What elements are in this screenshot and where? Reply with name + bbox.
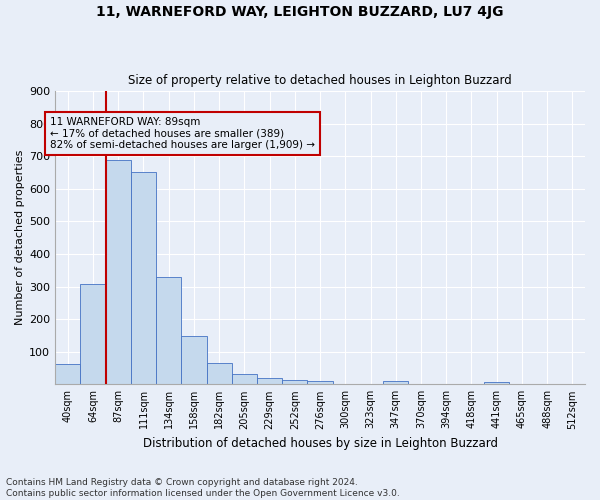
Y-axis label: Number of detached properties: Number of detached properties bbox=[15, 150, 25, 326]
Bar bbox=[55, 364, 80, 384]
Bar bbox=[131, 172, 156, 384]
Title: Size of property relative to detached houses in Leighton Buzzard: Size of property relative to detached ho… bbox=[128, 74, 512, 87]
Bar bbox=[484, 382, 509, 384]
Text: 11, WARNEFORD WAY, LEIGHTON BUZZARD, LU7 4JG: 11, WARNEFORD WAY, LEIGHTON BUZZARD, LU7… bbox=[96, 5, 504, 19]
Bar bbox=[232, 374, 257, 384]
Text: 11 WARNEFORD WAY: 89sqm
← 17% of detached houses are smaller (389)
82% of semi-d: 11 WARNEFORD WAY: 89sqm ← 17% of detache… bbox=[50, 117, 315, 150]
X-axis label: Distribution of detached houses by size in Leighton Buzzard: Distribution of detached houses by size … bbox=[143, 437, 497, 450]
Bar bbox=[383, 381, 409, 384]
Bar bbox=[206, 363, 232, 384]
Bar bbox=[307, 382, 332, 384]
Bar bbox=[181, 336, 206, 384]
Bar bbox=[106, 160, 131, 384]
Bar bbox=[282, 380, 307, 384]
Text: Contains HM Land Registry data © Crown copyright and database right 2024.
Contai: Contains HM Land Registry data © Crown c… bbox=[6, 478, 400, 498]
Bar bbox=[80, 284, 106, 384]
Bar bbox=[156, 276, 181, 384]
Bar bbox=[257, 378, 282, 384]
